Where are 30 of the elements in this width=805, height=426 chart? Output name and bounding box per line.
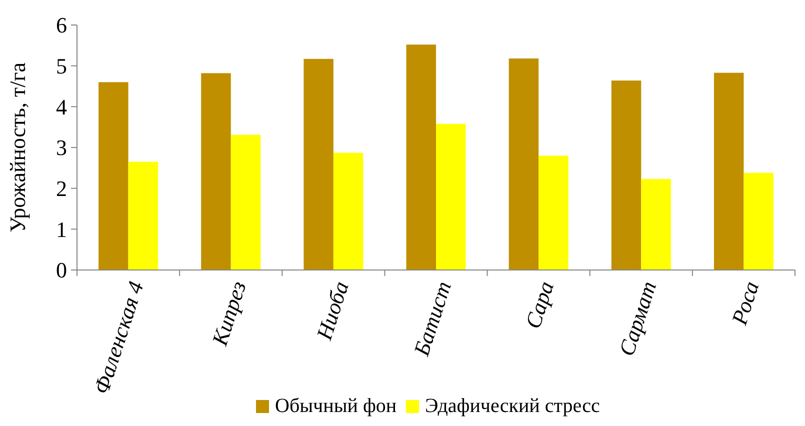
x-tick-label: Сармат (614, 278, 662, 359)
bar (230, 134, 261, 270)
x-tick-label: Ниоба (310, 278, 354, 344)
y-tick-label: 3 (56, 135, 67, 160)
bar (538, 156, 568, 270)
bar (611, 80, 642, 270)
y-tick-label: 0 (56, 258, 67, 283)
bar (201, 73, 231, 270)
y-tick-label: 5 (56, 54, 67, 79)
legend-label: Эдафический стресс (425, 395, 600, 417)
bar (714, 72, 744, 270)
bar (744, 172, 774, 270)
bar (98, 82, 128, 270)
bar (304, 58, 334, 270)
y-axis-title: Урожайность, т/га (5, 62, 30, 233)
y-tick-label: 4 (56, 94, 67, 120)
bar (436, 124, 466, 270)
y-tick-label: 6 (56, 12, 67, 38)
y-tick-label: 2 (56, 176, 67, 202)
x-tick-label: Батист (408, 278, 456, 360)
x-tick-label: Кипрез (206, 278, 251, 350)
x-tick-label: Роса (726, 278, 764, 329)
legend-label: Обычный фон (275, 395, 397, 417)
bar (128, 162, 158, 270)
y-tick-label: 1 (56, 216, 67, 242)
bar (641, 178, 671, 270)
bar (333, 152, 364, 270)
x-tick-label: Сара (520, 278, 559, 332)
bar (508, 58, 539, 270)
bar (406, 44, 436, 270)
